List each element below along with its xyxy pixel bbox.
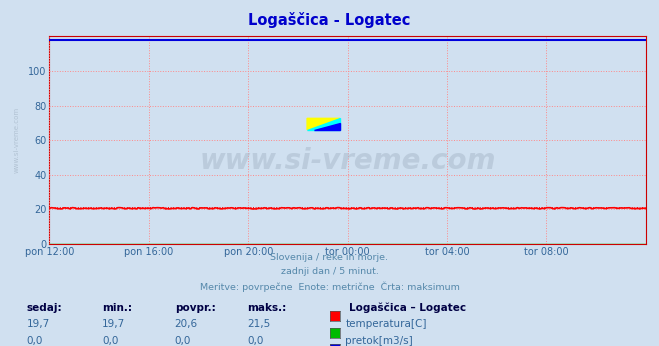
Text: Logaščica – Logatec: Logaščica – Logatec [349, 303, 467, 313]
Text: www.si-vreme.com: www.si-vreme.com [14, 107, 20, 173]
Text: Meritve: povrpečne  Enote: metrične  Črta: maksimum: Meritve: povrpečne Enote: metrične Črta:… [200, 282, 459, 292]
Text: povpr.:: povpr.: [175, 303, 215, 313]
Text: temperatura[C]: temperatura[C] [345, 319, 427, 329]
Text: 19,7: 19,7 [102, 319, 125, 329]
Polygon shape [307, 118, 340, 130]
Text: 0,0: 0,0 [26, 336, 43, 346]
Text: 0,0: 0,0 [102, 336, 119, 346]
Text: 20,6: 20,6 [175, 319, 198, 329]
Text: zadnji dan / 5 minut.: zadnji dan / 5 minut. [281, 267, 378, 276]
Text: 19,7: 19,7 [26, 319, 49, 329]
Text: Slovenija / reke in morje.: Slovenija / reke in morje. [270, 253, 389, 262]
Polygon shape [314, 124, 340, 130]
Text: 21,5: 21,5 [247, 319, 270, 329]
Text: www.si-vreme.com: www.si-vreme.com [200, 147, 496, 175]
Text: Logaščica - Logatec: Logaščica - Logatec [248, 12, 411, 28]
Text: sedaj:: sedaj: [26, 303, 62, 313]
Polygon shape [307, 118, 340, 130]
Text: 0,0: 0,0 [247, 336, 264, 346]
Text: pretok[m3/s]: pretok[m3/s] [345, 336, 413, 346]
Text: maks.:: maks.: [247, 303, 287, 313]
Text: 0,0: 0,0 [175, 336, 191, 346]
Text: min.:: min.: [102, 303, 132, 313]
